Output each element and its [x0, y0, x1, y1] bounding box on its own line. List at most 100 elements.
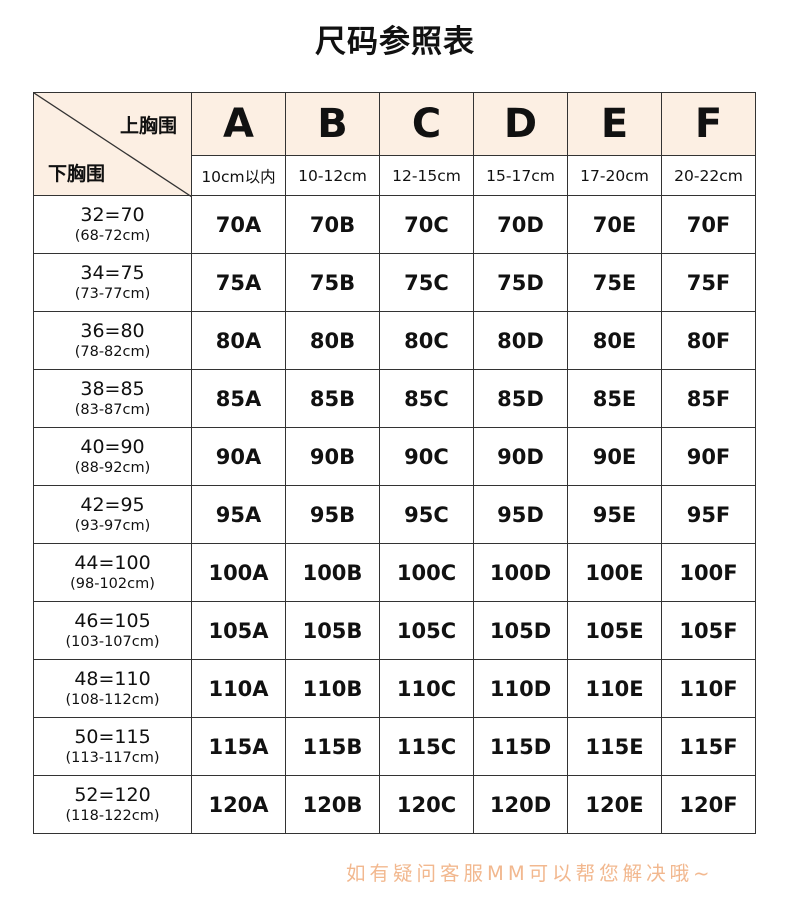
table-row: 32=70 (68-72cm) 70A 70B 70C 70D 70E 70F — [33, 195, 756, 254]
size-cell: 80D — [473, 311, 568, 370]
size-cell: 95F — [661, 485, 756, 544]
size-cell: 100A — [191, 543, 286, 602]
table-row: 40=90 (88-92cm) 90A 90B 90C 90D 90E 90F — [33, 427, 756, 486]
band-size-cell: 46=105 (103-107cm) — [33, 601, 192, 660]
table-row: 48=110 (108-112cm) 110A 110B 110C 110D 110E 110… — [33, 659, 756, 718]
band-range: (98-102cm) — [70, 575, 155, 592]
size-cell: 75C — [379, 253, 474, 312]
size-cell: 70B — [285, 195, 380, 254]
size-cell: 100F — [661, 543, 756, 602]
size-cell: 95A — [191, 485, 286, 544]
band-range: (113-117cm) — [65, 749, 160, 766]
size-cell: 70A — [191, 195, 286, 254]
size-cell: 120E — [567, 775, 662, 834]
band-size-cell: 42=95 (93-97cm) — [33, 485, 192, 544]
size-cell: 120F — [661, 775, 756, 834]
band-size-cell: 44=100 (98-102cm) — [33, 543, 192, 602]
size-cell: 115E — [567, 717, 662, 776]
size-cell: 100C — [379, 543, 474, 602]
size-cell: 115B — [285, 717, 380, 776]
size-cell: 70D — [473, 195, 568, 254]
band-size-cell: 50=115 (113-117cm) — [33, 717, 192, 776]
header-row-ranges: 10cm以内 10-12cm 12-15cm 15-17cm 17-20cm 20-22c… — [34, 155, 756, 196]
size-cell: 85E — [567, 369, 662, 428]
table-row: 34=75 (73-77cm) 75A 75B 75C 75D 75E 75F — [33, 253, 756, 312]
size-cell: 80B — [285, 311, 380, 370]
size-cell: 90D — [473, 427, 568, 486]
size-cell: 100E — [567, 543, 662, 602]
size-cell: 115F — [661, 717, 756, 776]
size-cell: 105D — [473, 601, 568, 660]
size-cell: 90F — [661, 427, 756, 486]
corner-header: 上胸围 下胸围 — [33, 92, 192, 197]
band-size-cell: 52=120 (118-122cm) — [33, 775, 192, 834]
band-size: 36=80 — [80, 319, 145, 342]
cup-range: 10-12cm — [285, 155, 380, 196]
size-cell: 90B — [285, 427, 380, 486]
cup-range: 15-17cm — [473, 155, 568, 196]
band-size-cell: 34=75 (73-77cm) — [33, 253, 192, 312]
band-size: 50=115 — [74, 725, 151, 748]
table-row: 38=85 (83-87cm) 85A 85B 85C 85D 85E 85F — [33, 369, 756, 428]
cup-letter: E — [567, 92, 662, 156]
size-cell: 110E — [567, 659, 662, 718]
size-cell: 95D — [473, 485, 568, 544]
cup-letter: A — [191, 92, 286, 156]
size-cell: 85C — [379, 369, 474, 428]
cup-letter: C — [379, 92, 474, 156]
band-size: 34=75 — [80, 261, 145, 284]
band-range: (83-87cm) — [74, 401, 151, 418]
band-size: 46=105 — [74, 609, 151, 632]
size-cell: 80A — [191, 311, 286, 370]
size-cell: 120C — [379, 775, 474, 834]
cup-letter: D — [473, 92, 568, 156]
size-cell: 75D — [473, 253, 568, 312]
size-cell: 110D — [473, 659, 568, 718]
under-bust-label: 下胸围 — [48, 163, 106, 185]
size-cell: 120B — [285, 775, 380, 834]
size-cell: 105E — [567, 601, 662, 660]
band-size: 32=70 — [80, 203, 145, 226]
size-cell: 100B — [285, 543, 380, 602]
band-size: 38=85 — [80, 377, 145, 400]
size-cell: 90C — [379, 427, 474, 486]
size-cell: 75B — [285, 253, 380, 312]
size-cell: 85D — [473, 369, 568, 428]
size-cell: 115D — [473, 717, 568, 776]
band-range: (93-97cm) — [74, 517, 151, 534]
page-title: 尺码参照表 — [315, 24, 475, 60]
size-cell: 90E — [567, 427, 662, 486]
size-cell: 75F — [661, 253, 756, 312]
size-cell: 115A — [191, 717, 286, 776]
band-range: (68-72cm) — [74, 227, 151, 244]
cup-range: 10cm以内 — [191, 155, 286, 196]
size-cell: 120D — [473, 775, 568, 834]
size-cell: 85F — [661, 369, 756, 428]
table-row: 42=95 (93-97cm) 95A 95B 95C 95D 95E 95F — [33, 485, 756, 544]
band-size: 42=95 — [80, 493, 145, 516]
band-size: 48=110 — [74, 667, 151, 690]
size-cell: 70F — [661, 195, 756, 254]
size-cell: 105F — [661, 601, 756, 660]
size-cell: 70E — [567, 195, 662, 254]
footer-note: 如有疑问客服MM可以帮您解决哦~ — [346, 862, 714, 885]
band-range: (88-92cm) — [74, 459, 151, 476]
size-cell: 120A — [191, 775, 286, 834]
cup-range: 20-22cm — [661, 155, 756, 196]
band-range: (103-107cm) — [65, 633, 160, 650]
table-row: 46=105 (103-107cm) 105A 105B 105C 105D 105E 105… — [33, 601, 756, 660]
upper-bust-label: 上胸围 — [119, 115, 177, 137]
band-size: 40=90 — [80, 435, 145, 458]
size-cell: 70C — [379, 195, 474, 254]
cup-letter: F — [661, 92, 756, 156]
band-range: (78-82cm) — [74, 343, 151, 360]
cup-letter: B — [285, 92, 380, 156]
band-range: (108-112cm) — [65, 691, 160, 708]
band-size-cell: 48=110 (108-112cm) — [33, 659, 192, 718]
size-cell: 75E — [567, 253, 662, 312]
size-cell: 80C — [379, 311, 474, 370]
band-size: 44=100 — [74, 551, 151, 574]
table-row: 50=115 (113-117cm) 115A 115B 115C 115D 115E 115… — [33, 717, 756, 776]
